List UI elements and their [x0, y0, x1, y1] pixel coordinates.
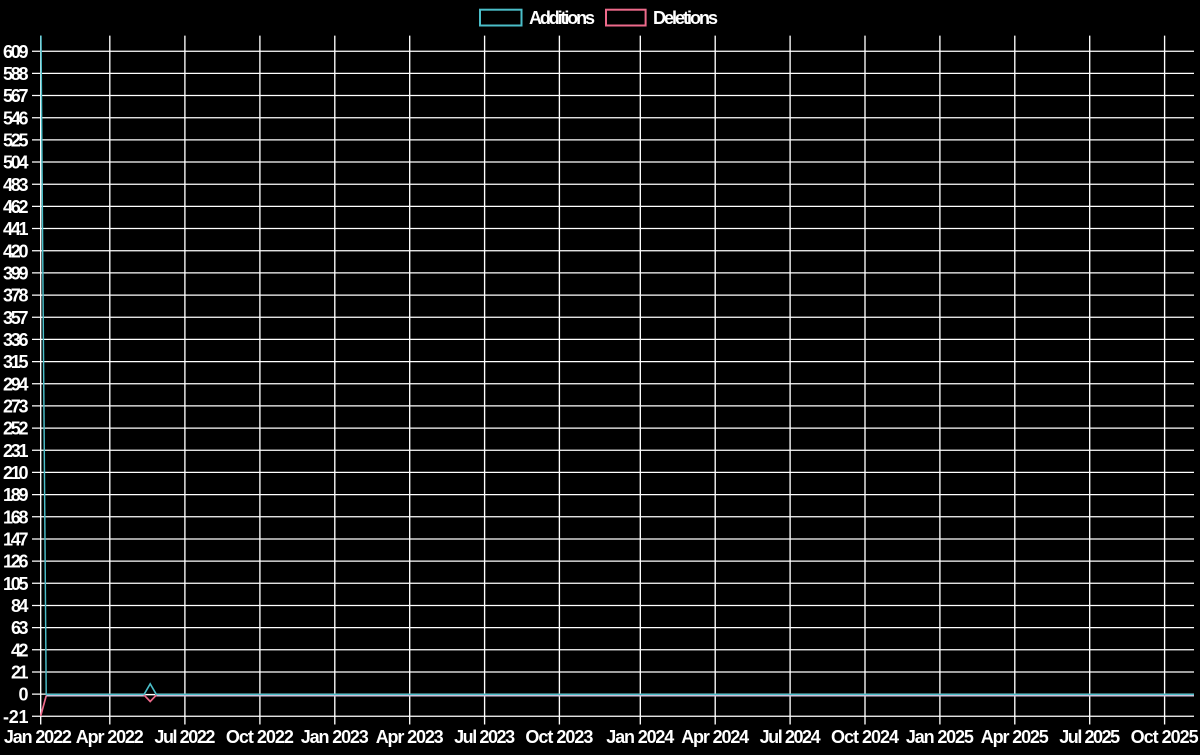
svg-text:462: 462 [3, 197, 29, 217]
svg-text:609: 609 [3, 42, 29, 62]
svg-text:105: 105 [3, 574, 29, 594]
svg-text:567: 567 [3, 86, 29, 106]
svg-text:Oct 2023: Oct 2023 [525, 727, 593, 747]
svg-text:Jan 2023: Jan 2023 [301, 727, 369, 747]
svg-text:Jan 2025: Jan 2025 [906, 727, 974, 747]
svg-text:63: 63 [11, 618, 29, 638]
svg-text:294: 294 [3, 374, 29, 394]
svg-text:126: 126 [3, 552, 29, 572]
svg-text:Jan 2022: Jan 2022 [4, 727, 72, 747]
svg-text:378: 378 [3, 286, 29, 306]
svg-text:42: 42 [11, 640, 29, 660]
svg-text:Apr 2022: Apr 2022 [76, 727, 144, 747]
svg-text:420: 420 [3, 241, 29, 261]
svg-text:273: 273 [3, 397, 29, 417]
svg-text:21: 21 [11, 663, 29, 683]
svg-text:Oct 2025: Oct 2025 [1131, 727, 1199, 747]
svg-text:-21: -21 [3, 707, 29, 727]
svg-text:Oct 2022: Oct 2022 [226, 727, 294, 747]
svg-text:315: 315 [3, 352, 29, 372]
svg-text:Oct 2024: Oct 2024 [831, 727, 899, 747]
svg-text:Jan 2024: Jan 2024 [606, 727, 674, 747]
svg-text:Apr 2023: Apr 2023 [376, 727, 444, 747]
svg-text:Jul 2022: Jul 2022 [154, 727, 215, 747]
svg-text:0: 0 [18, 685, 28, 705]
svg-text:Deletions: Deletions [653, 8, 718, 28]
svg-text:525: 525 [3, 130, 29, 150]
svg-text:441: 441 [3, 219, 29, 239]
svg-text:Apr 2025: Apr 2025 [981, 727, 1049, 747]
svg-text:Additions: Additions [529, 8, 595, 28]
svg-text:483: 483 [3, 175, 29, 195]
svg-text:231: 231 [3, 441, 29, 461]
svg-text:399: 399 [3, 264, 29, 284]
svg-text:Jul 2025: Jul 2025 [1059, 727, 1120, 747]
svg-text:84: 84 [11, 596, 29, 616]
svg-text:189: 189 [3, 485, 29, 505]
svg-text:357: 357 [3, 308, 29, 328]
svg-text:147: 147 [3, 530, 29, 550]
svg-text:336: 336 [3, 330, 29, 350]
svg-text:252: 252 [3, 419, 29, 439]
svg-text:546: 546 [3, 108, 29, 128]
svg-text:168: 168 [3, 507, 29, 527]
svg-text:Jul 2023: Jul 2023 [454, 727, 515, 747]
svg-text:588: 588 [3, 64, 29, 84]
svg-text:210: 210 [3, 463, 29, 483]
svg-text:504: 504 [3, 153, 29, 173]
svg-text:Jul 2024: Jul 2024 [760, 727, 821, 747]
svg-text:Apr 2024: Apr 2024 [681, 727, 749, 747]
